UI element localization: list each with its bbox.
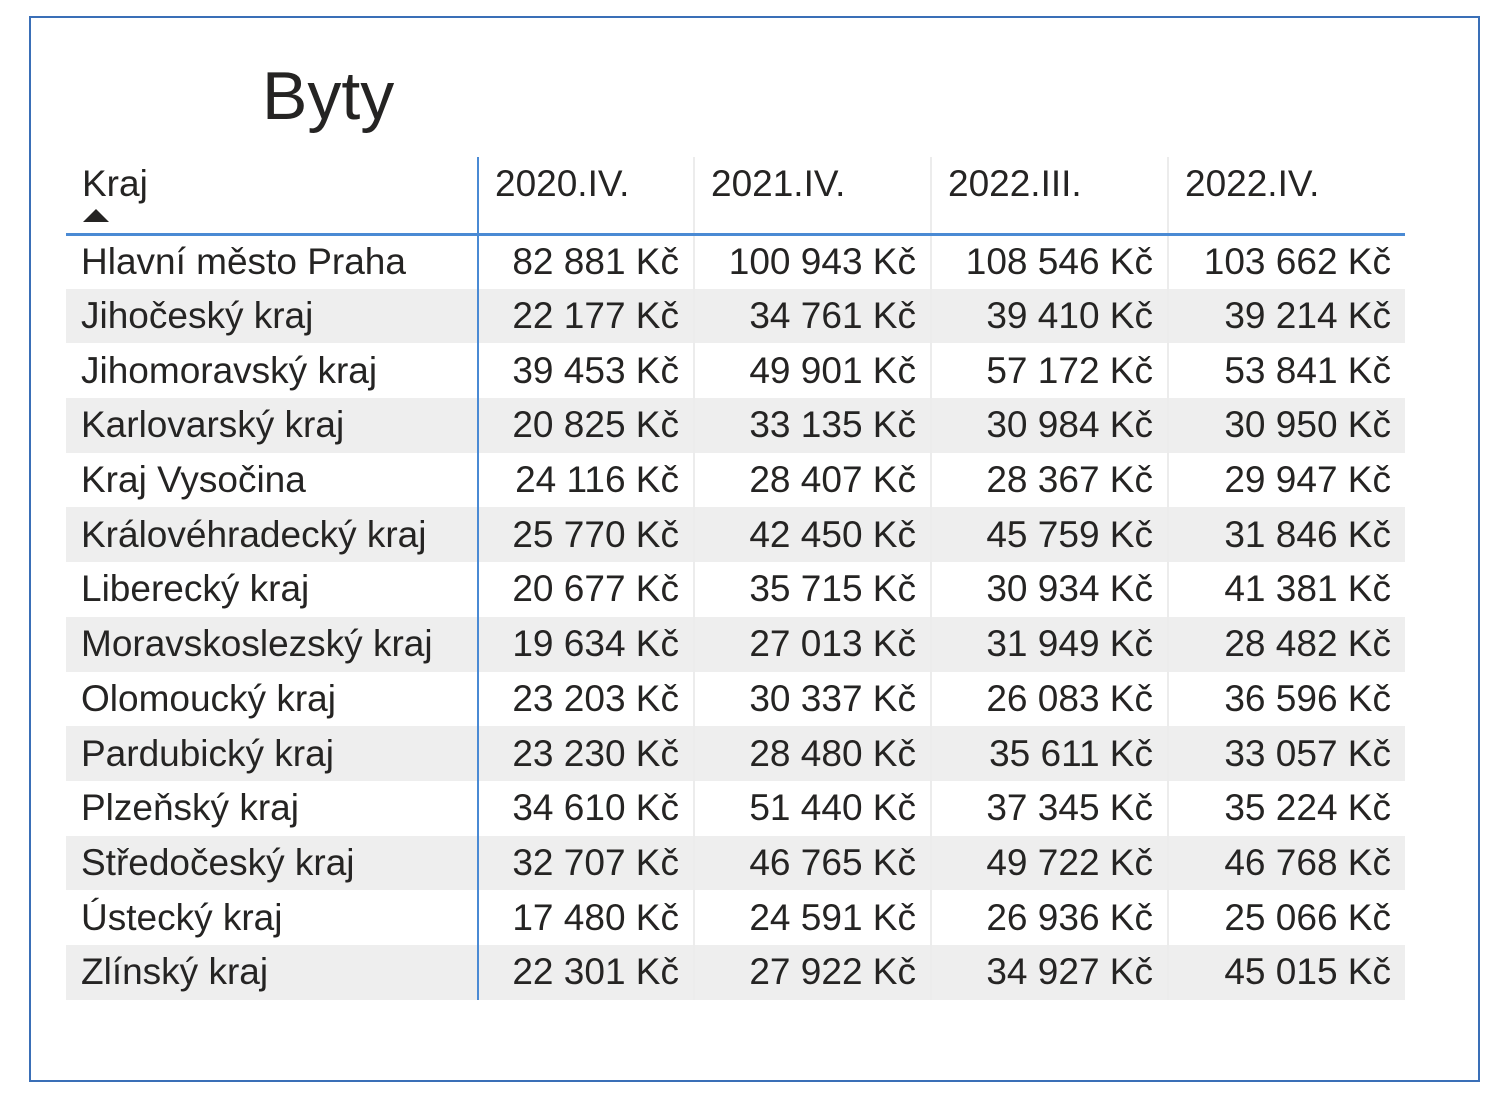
table-row[interactable]: Jihomoravský kraj 39 453 Kč 49 901 Kč 57 17… [66,343,1405,399]
cell-value: 30 950 Kč [1168,398,1405,453]
cell-kraj: Liberecký kraj [66,562,479,617]
cell-kraj: Královéhradecký kraj [66,507,479,563]
cell-kraj: Olomoucký kraj [66,671,479,727]
cell-value: 26 083 Kč [931,671,1169,727]
table-row[interactable]: Pardubický kraj 23 230 Kč 28 480 Kč 35 611 … [66,726,1405,781]
cell-kraj: Jihomoravský kraj [66,343,479,399]
cell-value: 17 480 Kč [478,890,695,945]
cell-value: 20 825 Kč [478,398,695,453]
table-body: Hlavní město Praha 82 881 Kč 100 943 Kč 108… [66,234,1405,1000]
cell-value: 31 949 Kč [931,616,1169,672]
cell-value: 39 453 Kč [478,343,695,399]
column-header-label: 2020.IV. [495,163,630,204]
cell-value: 28 407 Kč [694,452,932,508]
cell-kraj: Karlovarský kraj [66,398,479,453]
cell-value: 27 013 Kč [694,616,932,672]
cell-value: 100 943 Kč [694,234,932,289]
column-header-label: Kraj [82,163,148,204]
cell-kraj: Jihočeský kraj [66,288,479,344]
table-row[interactable]: Karlovarský kraj 20 825 Kč 33 135 Kč 30 984… [66,398,1405,453]
cell-value: 103 662 Kč [1203,241,1391,283]
cell-kraj: Ústecký kraj [66,890,479,945]
cell-value: 34 927 Kč [931,944,1169,1000]
table-row[interactable]: Ústecký kraj 17 480 Kč 24 591 Kč 26 936 Kč 2… [66,890,1405,945]
column-header-2020-iv[interactable]: 2020.IV. [478,157,695,236]
cell-value: 30 934 Kč [931,562,1169,617]
table-row[interactable]: Hlavní město Praha 82 881 Kč 100 943 Kč 108… [66,234,1405,289]
cell-kraj: Pardubický kraj [66,726,479,781]
column-header-2022-iii[interactable]: 2022.III. [931,157,1169,236]
cell-value: 29 947 Kč [1224,459,1391,501]
cell-value: 45 015 Kč [1168,944,1405,1000]
column-header-2021-iv[interactable]: 2021.IV. [694,157,932,236]
sort-ascending-icon[interactable] [83,209,109,222]
cell-value: 57 172 Kč [931,343,1169,399]
cell-value: 35 611 Kč [931,726,1169,781]
cell-kraj: Plzeňský kraj [66,780,479,836]
cell-value: 27 922 Kč [694,944,932,1000]
cell-value: 36 596 Kč [1224,677,1391,719]
cell-value: 108 546 Kč [931,234,1169,289]
cell-value: 25 066 Kč [1224,896,1391,938]
cell-value: 22 301 Kč [478,944,695,1000]
cell-value: 26 936 Kč [931,890,1169,945]
cell-value: 51 440 Kč [694,780,932,836]
cell-value: 46 768 Kč [1168,835,1405,891]
cell-value: 35 715 Kč [694,562,932,617]
table-row[interactable]: Moravskoslezský kraj 19 634 Kč 27 013 Kč 31… [66,616,1405,672]
cell-value: 31 846 Kč [1168,507,1405,563]
table-row[interactable]: Plzeňský kraj 34 610 Kč 51 440 Kč 37 345 Kč… [66,780,1405,836]
cell-value: 49 722 Kč [931,835,1169,891]
cell-value: 35 224 Kč [1224,787,1391,829]
cell-value: 34 761 Kč [694,288,932,344]
column-header-2022-iv[interactable]: 2022.IV. [1168,157,1405,236]
cell-value: 46 765 Kč [694,835,932,891]
cell-value: 37 345 Kč [931,780,1169,836]
visual-title: Byty [262,58,395,134]
table-row[interactable]: Zlínský kraj 22 301 Kč 27 922 Kč 34 927 Kč 4… [66,944,1405,1000]
cell-value: 19 634 Kč [478,616,695,672]
cell-value: 39 410 Kč [931,288,1169,344]
cell-value: 33 057 Kč [1168,726,1405,781]
table-header-row: Kraj 2020.IV. 2021.IV. 2022.III. 2022.IV… [66,157,1405,236]
table-row[interactable]: Liberecký kraj 20 677 Kč 35 715 Kč 30 934 K… [66,562,1405,617]
cell-value: 30 337 Kč [694,671,932,727]
table-row[interactable]: Kraj Vysočina 24 116 Kč 28 407 Kč 28 367 Kč… [66,452,1405,508]
cell-value: 25 770 Kč [478,507,695,563]
table-row[interactable]: Olomoucký kraj 23 203 Kč 30 337 Kč 26 083 K… [66,671,1405,727]
cell-value: 28 482 Kč [1168,616,1405,672]
data-table: Kraj 2020.IV. 2021.IV. 2022.III. 2022.IV… [66,157,1405,1000]
cell-value: 24 591 Kč [694,890,932,945]
column-header-label: 2022.IV. [1185,163,1320,204]
cell-value: 32 707 Kč [478,835,695,891]
cell-value: 53 841 Kč [1224,349,1391,391]
column-header-kraj[interactable]: Kraj [66,157,479,236]
cell-value: 23 203 Kč [478,671,695,727]
table-row[interactable]: Středočeský kraj 32 707 Kč 46 765 Kč 49 722… [66,835,1405,891]
table-row[interactable]: Královéhradecký kraj 25 770 Kč 42 450 Kč 45… [66,507,1405,563]
cell-value: 28 367 Kč [931,452,1169,508]
cell-kraj: Zlínský kraj [66,944,479,1000]
cell-value: 22 177 Kč [478,288,695,344]
cell-kraj: Moravskoslezský kraj [66,616,479,672]
cell-value: 20 677 Kč [478,562,695,617]
cell-kraj: Kraj Vysočina [66,452,479,508]
cell-value: 42 450 Kč [694,507,932,563]
cell-kraj: Hlavní město Praha [66,234,479,289]
cell-value: 49 901 Kč [694,343,932,399]
cell-value: 33 135 Kč [694,398,932,453]
cell-value: 39 214 Kč [1168,288,1405,344]
cell-value: 41 381 Kč [1224,568,1391,610]
table-row[interactable]: Jihočeský kraj 22 177 Kč 34 761 Kč 39 410 K… [66,288,1405,344]
cell-value: 28 480 Kč [694,726,932,781]
cell-value: 82 881 Kč [478,234,695,289]
cell-value: 30 984 Kč [931,398,1169,453]
cell-value: 45 759 Kč [931,507,1169,563]
cell-value: 23 230 Kč [478,726,695,781]
column-header-label: 2022.III. [948,163,1082,204]
cell-kraj: Středočeský kraj [66,835,479,891]
column-header-label: 2021.IV. [711,163,846,204]
cell-value: 24 116 Kč [478,452,695,508]
cell-value: 34 610 Kč [478,780,695,836]
